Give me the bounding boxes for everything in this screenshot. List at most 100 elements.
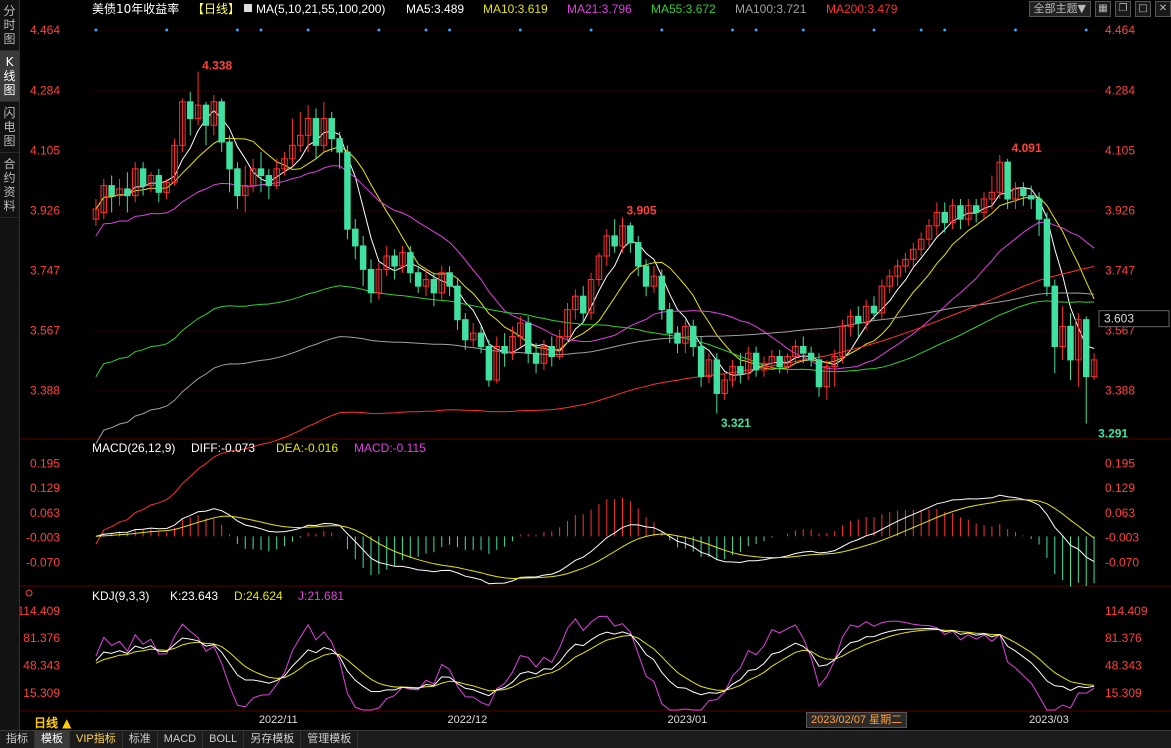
candle-body xyxy=(800,345,807,354)
ma5-line xyxy=(95,109,1095,376)
kdj-header-item: D:24.624 xyxy=(234,589,283,603)
macd-diff-line xyxy=(95,494,1095,585)
theme-dropdown[interactable]: 全部主题▼ xyxy=(1028,1,1091,17)
candle-body xyxy=(737,366,744,374)
kdj-axis-label-right: 48.343 xyxy=(1105,659,1142,673)
price-annotation: 4.091 xyxy=(1012,141,1042,155)
candle-body xyxy=(980,198,988,213)
candle-body xyxy=(477,332,485,347)
tab-macd[interactable]: MACD xyxy=(158,731,204,748)
macd-axis-label-right: -0.070 xyxy=(1105,556,1139,570)
candle-body xyxy=(870,305,878,314)
candle-body xyxy=(587,278,595,314)
candle-body xyxy=(894,265,901,277)
macd-axis-label-left: 0.129 xyxy=(30,481,60,495)
grid-icon[interactable]: ▦ xyxy=(1095,1,1111,17)
event-marker-dot xyxy=(1013,28,1017,32)
ma-value: MA5:3.489 xyxy=(406,2,464,16)
tab-save-template[interactable]: 另存模板 xyxy=(244,731,302,748)
tab-vip-indicators[interactable]: VIP指标 xyxy=(70,731,123,748)
tab-boll[interactable]: BOLL xyxy=(203,731,245,748)
candle-body xyxy=(273,168,280,187)
candle-body xyxy=(446,272,453,287)
candle-body xyxy=(485,345,493,381)
price-annotation: 4.338 xyxy=(202,58,232,72)
candle-body xyxy=(619,225,626,247)
candle-body xyxy=(407,252,414,274)
candle-body xyxy=(108,185,115,197)
price-annotation: 3.321 xyxy=(721,416,751,430)
tab-template[interactable]: 模板 xyxy=(35,731,70,748)
candle-body xyxy=(941,211,948,223)
candle-body xyxy=(391,255,398,267)
kdj-axis-label-left: 81.376 xyxy=(23,631,60,645)
restore-icon[interactable]: ❐ xyxy=(1115,1,1131,17)
rail-tab-timeshare[interactable]: 分时图 xyxy=(0,0,19,51)
kdj-settings-icon xyxy=(25,589,33,597)
candle-body xyxy=(1082,319,1090,378)
candle-body xyxy=(226,141,233,170)
candle-body xyxy=(674,332,681,344)
candle-body xyxy=(595,255,603,280)
period-selector[interactable]: 日线 ▲ xyxy=(34,716,72,730)
candle-body xyxy=(705,359,713,378)
candle-body xyxy=(493,345,501,381)
kline-chart[interactable]: 4.464 4.464 4.284 4.284 4.105 4.105 3.926 3.926… xyxy=(20,0,1171,730)
ma-value: MA200:3.479 xyxy=(826,2,898,16)
tab-indicators[interactable]: 指标 xyxy=(0,731,35,748)
candle-body xyxy=(242,185,249,197)
event-marker-dot xyxy=(165,28,169,32)
tab-manage-template[interactable]: 管理模板 xyxy=(301,731,359,748)
rail-tab-kline[interactable]: K线图 xyxy=(0,51,19,102)
price-axis-label-right: 4.105 xyxy=(1105,143,1135,157)
candle-body xyxy=(414,272,422,287)
ma-definition: MA(5,10,21,55,100,200) xyxy=(256,2,385,16)
candle-body xyxy=(383,255,390,270)
candle-body xyxy=(886,275,893,287)
candle-body xyxy=(650,275,658,287)
candle-body xyxy=(281,158,288,170)
candle-body xyxy=(642,265,650,287)
candle-body xyxy=(1075,319,1082,361)
event-marker-dot xyxy=(731,28,735,32)
view-switcher-rail: 分时图 K线图 闪电图 合约资料 xyxy=(0,0,20,730)
candle-body xyxy=(745,352,752,374)
bottom-toolbar: 指标 模板 VIP指标 标准 MACD BOLL 另存模板 管理模板 xyxy=(0,730,1171,748)
candle-body xyxy=(375,268,383,294)
rail-tab-contract-info[interactable]: 合约资料 xyxy=(0,153,19,218)
candle-body xyxy=(352,228,359,247)
header-title-part: 【日线】 xyxy=(192,2,240,16)
candle-body xyxy=(689,325,697,347)
event-marker-dot xyxy=(589,28,593,32)
macd-axis-label-left: -0.003 xyxy=(26,530,60,544)
candle-body xyxy=(1090,359,1098,378)
macd-header-item: DIFF:-0.073 xyxy=(191,441,255,455)
price-axis-label-right: 3.926 xyxy=(1105,203,1135,217)
candle-body xyxy=(697,345,705,378)
candle-body xyxy=(996,161,1004,193)
candle-body xyxy=(454,285,461,321)
candle-body xyxy=(210,101,218,126)
candle-body xyxy=(124,188,131,197)
candle-body xyxy=(509,335,516,354)
price-axis-label-left: 3.388 xyxy=(30,384,60,398)
maximize-icon[interactable]: □ xyxy=(1135,1,1151,17)
ma-value: MA100:3.721 xyxy=(735,2,807,16)
price-axis-label-left: 3.926 xyxy=(30,203,60,217)
candle-body xyxy=(304,118,312,136)
candle-body xyxy=(367,268,375,294)
close-icon[interactable]: ✕ xyxy=(1155,1,1171,17)
candle-body xyxy=(179,101,186,146)
rail-tab-flash[interactable]: 闪电图 xyxy=(0,102,19,153)
kdj-j-line xyxy=(95,615,1095,711)
macd-axis-label-right: 0.195 xyxy=(1105,456,1135,470)
candle-body xyxy=(548,345,556,358)
candle-body xyxy=(784,356,791,368)
macd-header-item: MACD(26,12,9) xyxy=(92,441,175,455)
tab-standard[interactable]: 标准 xyxy=(123,731,158,748)
event-marker-dot xyxy=(377,28,381,32)
candle-body xyxy=(438,272,445,294)
candle-body xyxy=(760,362,768,371)
candle-body xyxy=(815,359,823,388)
macd-axis-label-right: -0.003 xyxy=(1105,530,1139,544)
